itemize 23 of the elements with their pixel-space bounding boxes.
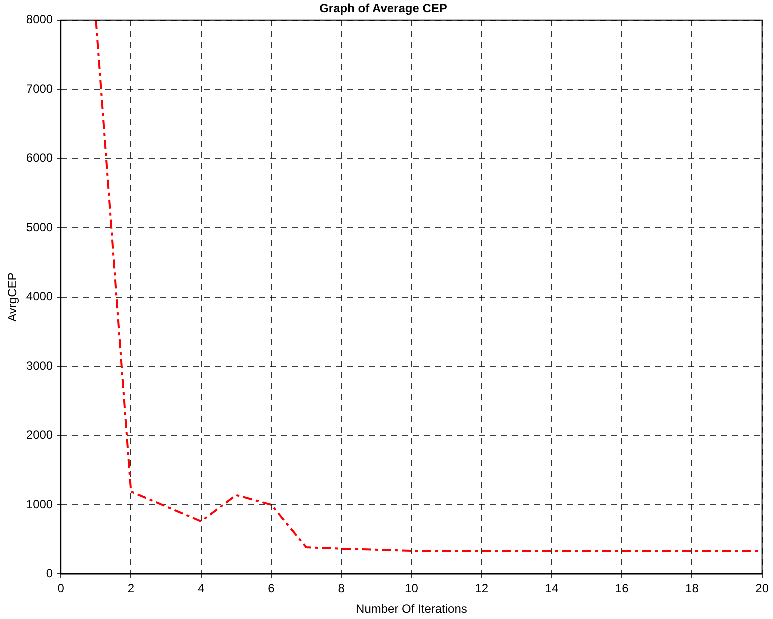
x-tick-label: 20: [756, 582, 770, 596]
y-tick-label: 7000: [26, 82, 54, 96]
x-tick-label: 4: [198, 582, 205, 596]
y-axis-title: AvrgCEP: [6, 272, 20, 322]
y-tick-label: 1000: [26, 497, 54, 512]
y-tick-label: 6000: [26, 151, 54, 166]
x-tick-label: 16: [615, 582, 630, 596]
y-tick-label: 4000: [26, 290, 54, 304]
x-tick-label: 12: [475, 582, 489, 596]
x-tick-label: 0: [58, 582, 65, 596]
chart-title: Graph of Average CEP: [320, 2, 448, 16]
x-tick-label: 18: [686, 582, 700, 596]
x-tick-label: 10: [405, 582, 419, 596]
y-tick-label: 0: [46, 566, 54, 581]
y-tick-label: 8000: [26, 12, 54, 27]
y-tick-label: 2000: [26, 428, 54, 442]
x-tick-label: 2: [128, 582, 135, 596]
x-axis-title: Number Of Iterations: [356, 602, 468, 616]
x-tick-label: 6: [268, 582, 276, 596]
x-tick-label: 8: [338, 582, 346, 596]
y-tick-label: 3000: [26, 358, 54, 373]
x-tick-label: 14: [545, 582, 559, 596]
y-tick-label: 5000: [26, 220, 54, 234]
